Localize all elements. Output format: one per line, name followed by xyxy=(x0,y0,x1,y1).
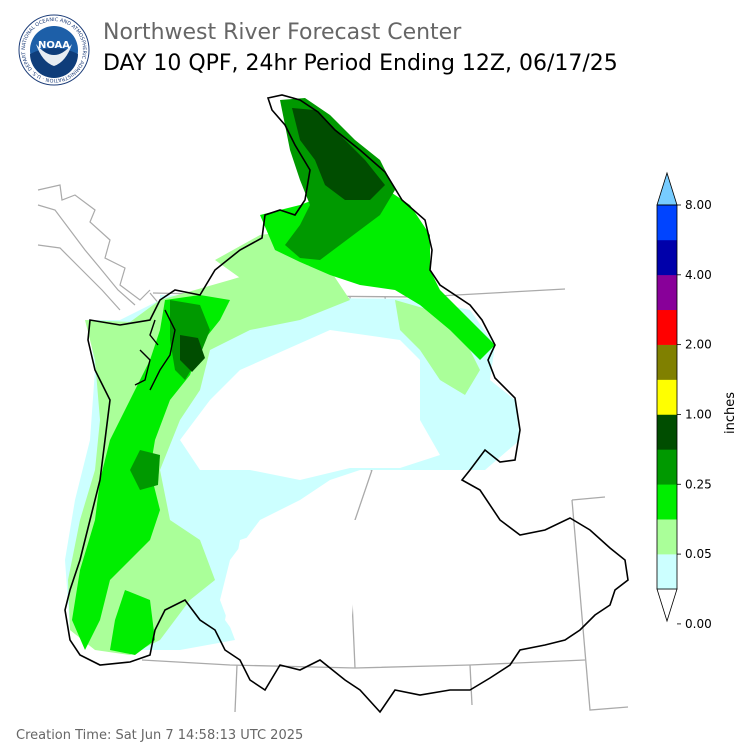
colorbar-tick-label: 4.00 xyxy=(685,268,712,282)
puget-sound-outline xyxy=(134,309,176,391)
colorbar-swatch xyxy=(657,309,677,345)
noaa-logo: NATIONAL OCEANIC AND ATMOSPHERIC ADMINIS… xyxy=(18,14,90,86)
colorbar-tick-label: 8.00 xyxy=(685,198,712,212)
colorbar-swatch xyxy=(657,205,677,241)
colorbar-arrow-high xyxy=(656,171,678,206)
colorbar-swatch xyxy=(657,449,677,485)
basin-outline xyxy=(64,94,629,714)
colorbar-swatch xyxy=(657,239,677,276)
colorbar-tick-label: 0.00 xyxy=(685,617,712,631)
creation-time: Creation Time: Sat Jun 7 14:58:13 UTC 20… xyxy=(16,728,304,743)
colorbar-swatch xyxy=(657,484,677,520)
colorbar-swatch xyxy=(657,554,677,590)
chart-subtitle: DAY 10 QPF, 24hr Period Ending 12Z, 06/1… xyxy=(103,51,618,76)
colorbar-swatch xyxy=(657,274,677,311)
colorbar-tick-label: 0.05 xyxy=(685,547,712,561)
colorbar-label: inches xyxy=(723,392,738,434)
colorbar-swatch xyxy=(657,344,677,380)
precip-field xyxy=(65,98,520,660)
colorbar-swatches xyxy=(656,171,678,623)
noaa-logo-text: NOAA xyxy=(38,40,70,51)
colorbar-ticks: 8.00 4.00 2.00 1.00 0.25 0.05 0.00 xyxy=(677,198,712,631)
colorbar-swatch xyxy=(657,414,677,450)
chart-title: Northwest River Forecast Center xyxy=(103,20,462,45)
colorbar-swatch xyxy=(657,519,677,555)
colorbar-tick-label: 0.25 xyxy=(685,477,712,491)
bc-coastline xyxy=(37,184,161,319)
colorbar-tick-label: 1.00 xyxy=(685,407,712,421)
colorbar-tick-label: 2.00 xyxy=(685,338,712,352)
colorbar-arrow-low xyxy=(656,588,678,623)
colorbar-swatch xyxy=(657,379,677,415)
colorbar: 8.00 4.00 2.00 1.00 0.25 0.05 0.00 inches xyxy=(656,171,738,631)
